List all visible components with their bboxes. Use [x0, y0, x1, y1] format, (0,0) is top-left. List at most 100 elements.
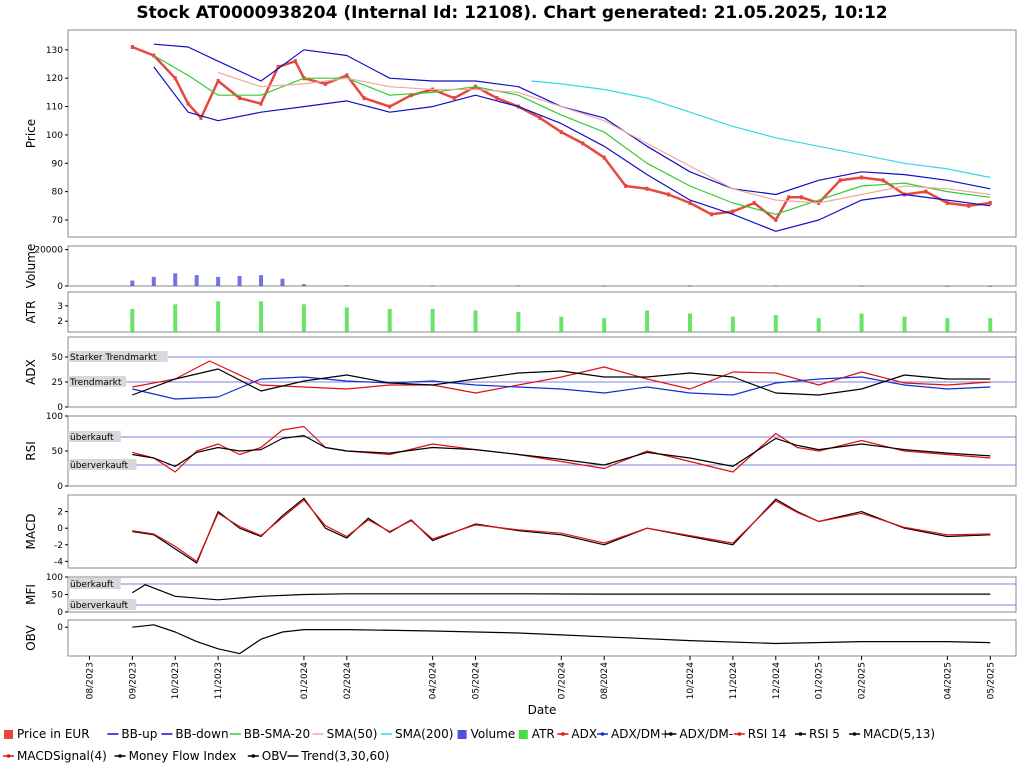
- bar: [988, 285, 993, 287]
- bar: [602, 318, 607, 332]
- y-tick-label: 50: [52, 447, 64, 457]
- candle: [323, 81, 327, 86]
- threshold-label: überverkauft: [70, 601, 129, 611]
- legend-item: ADX/DM+: [597, 727, 670, 741]
- candle: [624, 183, 628, 188]
- legend-marker: [118, 754, 122, 758]
- legend-marker: [6, 754, 11, 758]
- bar: [237, 276, 242, 286]
- threshold-label-bg: [68, 578, 121, 589]
- legend-label: BB-SMA-20: [244, 727, 310, 741]
- x-tick-label: 11/2023: [214, 662, 224, 699]
- candle: [259, 101, 263, 106]
- candle: [345, 73, 349, 78]
- legend-item: RSI 5: [795, 727, 840, 741]
- bar: [301, 304, 306, 332]
- bar: [173, 304, 178, 332]
- threshold-label: überverkauft: [70, 461, 129, 471]
- panel-frame: [67, 415, 1017, 487]
- x-tick-label: 05/2025: [986, 662, 996, 699]
- bar: [130, 280, 135, 286]
- candle: [452, 96, 456, 101]
- threshold-label: Starker Trendmarkt: [70, 353, 157, 363]
- bar: [687, 313, 692, 332]
- bar: [516, 285, 521, 287]
- x-tick-label: 02/2024: [343, 662, 353, 700]
- candle: [709, 212, 713, 217]
- candle: [186, 101, 190, 106]
- panel-obv: 0 OBV: [24, 619, 1017, 657]
- candle: [838, 178, 842, 183]
- panel-frame: [67, 619, 1017, 657]
- candle: [199, 115, 203, 120]
- y-tick-label: 0: [57, 524, 63, 534]
- legend-label: MACD(5,13): [863, 727, 935, 741]
- legend-item: BB-down: [161, 727, 229, 741]
- legend-label: RSI 5: [809, 727, 840, 741]
- y-axis-label: OBV: [24, 624, 38, 650]
- chart-title: Stock AT0000938204 (Internal Id: 12108).…: [136, 3, 887, 23]
- y-tick-label: -4: [54, 557, 63, 567]
- bar: [559, 316, 564, 332]
- x-tick-label: 07/2024: [557, 662, 567, 700]
- y-tick-label: 0: [57, 403, 63, 413]
- y-axis-label: Price: [24, 119, 38, 148]
- legend-item: BB-SMA-20: [229, 727, 310, 741]
- legend-label: MACDSignal(4): [17, 749, 107, 763]
- legend-item: RSI 14: [733, 727, 786, 741]
- bar: [216, 301, 221, 332]
- candle: [924, 189, 928, 194]
- legend-label: BB-up: [121, 727, 157, 741]
- bar: [216, 276, 221, 286]
- panel-frame: [67, 291, 1017, 333]
- bar: [687, 285, 692, 287]
- candle: [667, 192, 671, 197]
- candle: [216, 79, 220, 84]
- series-macdsignal-4-: [132, 499, 991, 563]
- bar: [988, 318, 993, 332]
- candle: [774, 217, 778, 222]
- threshold-label: überkauft: [70, 580, 114, 590]
- legend-marker: [737, 732, 742, 736]
- bar: [280, 278, 285, 286]
- y-axis-label: MFI: [24, 584, 38, 605]
- legend-item: Trend(3,30,60): [287, 749, 389, 763]
- candle: [538, 115, 542, 120]
- y-tick-label: 100: [46, 131, 63, 141]
- legend-label: ADX/DM-: [679, 727, 733, 741]
- x-tick-label: 12/2024: [772, 662, 782, 700]
- legend-item: ADX/DM-: [665, 727, 733, 741]
- bar: [430, 308, 435, 332]
- x-axis: 08/2023 09/2023 10/2023 11/2023 01/2024 02/20…: [85, 656, 996, 699]
- panel-frame: [67, 29, 1017, 238]
- bar: [859, 313, 864, 332]
- bar: [945, 318, 950, 332]
- candle: [988, 200, 992, 205]
- panel-macd: -4 -2 0 2 MACD: [24, 494, 1017, 569]
- x-tick-label: 11/2024: [729, 662, 739, 700]
- legend: Price in EUR BB-up BB-down BB-SMA-20 SMA(50)…: [3, 727, 935, 763]
- panel-adx: 0 25 50 ADX Starker Trendmarkt Trendmarkt: [24, 336, 1017, 413]
- candle: [860, 175, 864, 180]
- series-sma-50-: [217, 71, 991, 204]
- series-money-flow-index: [131, 584, 991, 601]
- x-tick-label: 04/2025: [943, 662, 953, 699]
- x-tick-label: 08/2023: [85, 662, 95, 699]
- chart-panels: 708090100110120130Price020000Volume23ATR…: [24, 29, 1017, 657]
- y-tick-label: -2: [54, 541, 63, 551]
- panel-rsi: 0 50 100 RSI überkauft überverkauft: [24, 412, 1017, 492]
- threshold-label-bg: [68, 351, 168, 362]
- y-axis-label: RSI: [24, 441, 38, 461]
- legend-item: Volume: [457, 727, 515, 741]
- panel-frame: [67, 245, 1017, 287]
- x-tick-label: 09/2023: [128, 662, 138, 699]
- legend-item: ATR: [518, 727, 555, 741]
- candle: [173, 76, 177, 81]
- candle: [645, 186, 649, 191]
- legend-label: SMA(50): [327, 727, 378, 741]
- candle: [130, 45, 134, 50]
- y-tick-label: 50: [52, 591, 64, 601]
- bar: [130, 308, 135, 332]
- y-axis-label: ATR: [24, 301, 38, 324]
